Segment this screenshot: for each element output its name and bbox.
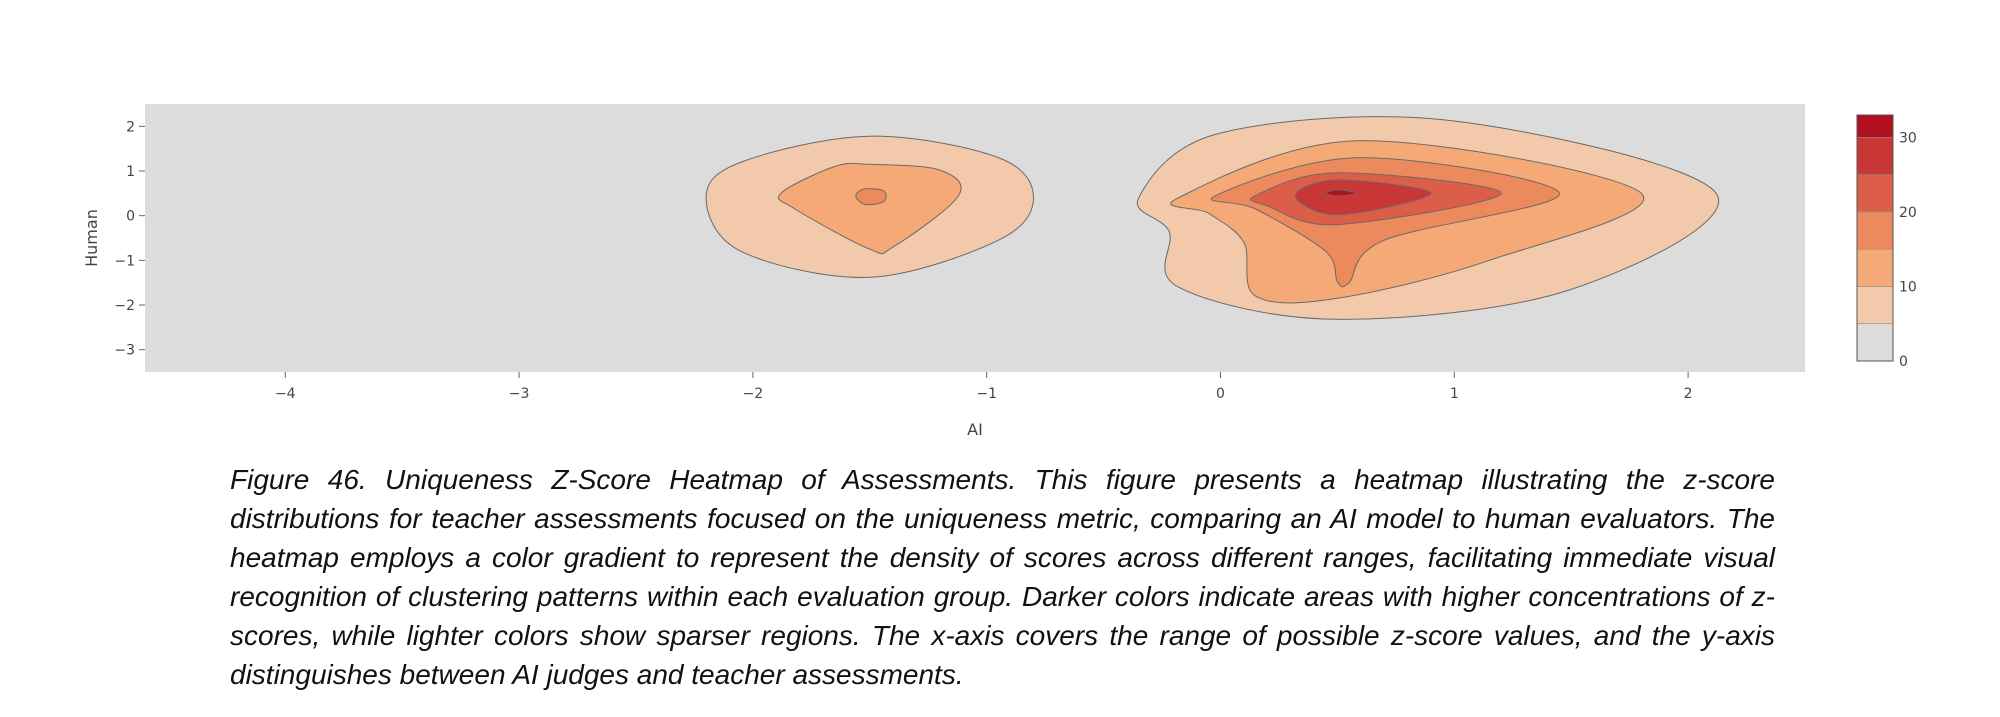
colorbar-tick-label: 10 xyxy=(1899,279,1917,295)
contour-cluster1-level-15 xyxy=(855,188,887,206)
y-tick-label: −1 xyxy=(114,253,135,269)
colorbar-band xyxy=(1856,211,1894,250)
x-tick-label: 2 xyxy=(1684,386,1693,402)
x-tick-label: −4 xyxy=(275,386,296,402)
figure-caption: Figure 46. Uniqueness Z-Score Heatmap of… xyxy=(230,464,1775,690)
y-tick-label: 1 xyxy=(126,164,135,180)
x-axis-title: AI xyxy=(967,420,983,439)
colorbar-band xyxy=(1856,174,1894,213)
colorbar-band xyxy=(1856,323,1894,362)
x-tick-label: 0 xyxy=(1216,386,1225,402)
contour-cluster2-level-30 xyxy=(1325,189,1357,197)
colorbar-band xyxy=(1856,114,1894,138)
y-axis: 2 1 0 −1 −2 −3 xyxy=(114,119,145,359)
contour-cluster1-level-10 xyxy=(777,162,962,255)
colorbar-tick-label: 30 xyxy=(1899,130,1917,146)
colorbar-band xyxy=(1856,248,1894,287)
y-axis-title: Human xyxy=(82,209,101,267)
x-tick-label: 1 xyxy=(1450,386,1459,402)
colorbar-tick-label: 0 xyxy=(1899,354,1908,370)
colorbar-frame xyxy=(1856,114,1894,362)
y-tick-label: 2 xyxy=(126,119,135,135)
colorbar: 30 20 10 0 xyxy=(1856,114,1917,370)
x-tick-label: −1 xyxy=(976,386,997,402)
y-tick-label: −3 xyxy=(114,343,135,359)
colorbar-band xyxy=(1856,286,1894,325)
contour-cluster2-level-25 xyxy=(1294,179,1432,216)
colorbar-tick-label: 20 xyxy=(1899,205,1917,221)
colorbar-band xyxy=(1856,137,1894,175)
x-tick-label: −3 xyxy=(509,386,530,402)
contour-layer xyxy=(705,116,1720,320)
x-axis: −4 −3 −2 −1 0 1 2 xyxy=(275,372,1693,402)
y-tick-label: −2 xyxy=(114,298,135,314)
x-tick-label: −2 xyxy=(743,386,764,402)
y-tick-label: 0 xyxy=(126,209,135,225)
